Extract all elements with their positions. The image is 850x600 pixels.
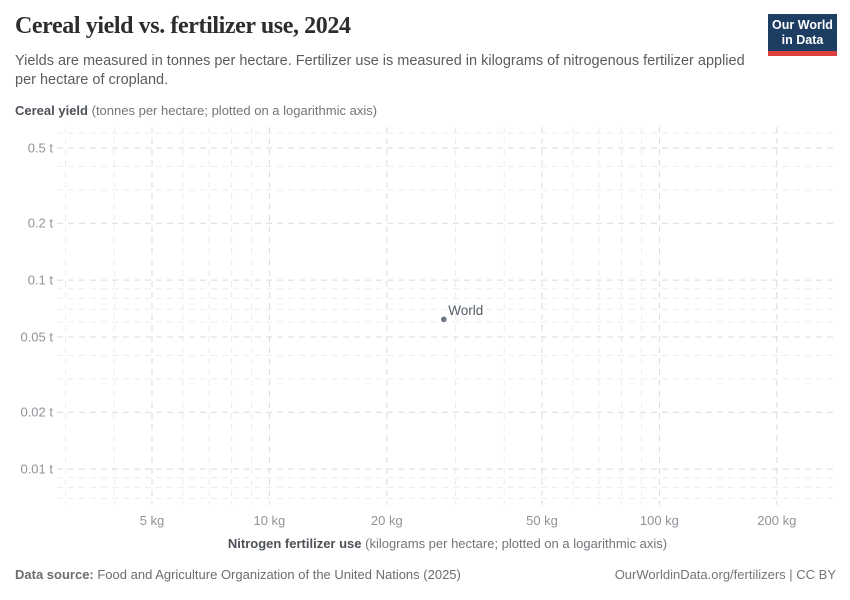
y-tick-label: 0.1 t — [28, 273, 54, 288]
owid-logo-line1: Our World — [772, 18, 833, 32]
data-source-note: Data source: Food and Agriculture Organi… — [15, 567, 461, 582]
x-tick-label: 100 kg — [640, 513, 679, 528]
x-tick-label: 50 kg — [526, 513, 558, 528]
y-axis-title: Cereal yield (tonnes per hectare; plotte… — [15, 103, 377, 118]
y-tick-label: 0.01 t — [20, 462, 53, 477]
owid-logo-text: Our World in Data — [768, 14, 837, 51]
x-tick-label: 20 kg — [371, 513, 403, 528]
chart-title: Cereal yield vs. fertilizer use, 2024 — [15, 13, 351, 39]
data-point-world[interactable] — [440, 316, 447, 323]
y-tick-label: 0.05 t — [20, 330, 53, 345]
data-source-text: Food and Agriculture Organization of the… — [93, 567, 461, 582]
x-axis-title-bold: Nitrogen fertilizer use — [227, 536, 362, 551]
y-tick-label: 0.2 t — [28, 216, 54, 231]
owid-logo-line2: in Data — [781, 33, 824, 47]
y-axis-title-bold: Cereal yield — [15, 103, 88, 118]
owid-logo-accent-bar — [768, 51, 837, 56]
owid-logo: Our World in Data — [768, 14, 837, 56]
chart-subtitle: Yields are measured in tonnes per hectar… — [15, 53, 745, 88]
x-axis-title: Nitrogen fertilizer use (kilograms per h… — [57, 536, 838, 551]
x-tick-label: 10 kg — [253, 513, 285, 528]
data-source-label: Data source: — [15, 567, 94, 582]
x-tick-label: 5 kg — [140, 513, 165, 528]
credit-link[interactable]: OurWorldinData.org/fertilizers | CC BY — [614, 567, 836, 582]
data-point-label[interactable]: World — [448, 303, 483, 318]
y-tick-label: 0.02 t — [20, 405, 53, 420]
x-axis-title-rest: (kilograms per hectare; plotted on a log… — [361, 536, 668, 551]
x-tick-label: 200 kg — [757, 513, 796, 528]
chart-footer: Data source: Food and Agriculture Organi… — [15, 567, 836, 582]
y-axis-title-rest: (tonnes per hectare; plotted on a logari… — [88, 103, 378, 118]
y-tick-label: 0.5 t — [28, 141, 54, 156]
